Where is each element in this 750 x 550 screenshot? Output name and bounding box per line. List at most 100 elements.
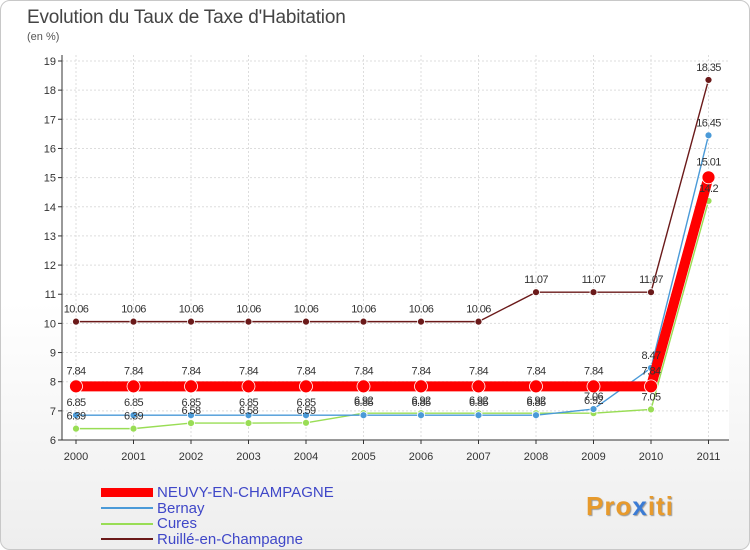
x-tick-label: 2002	[179, 451, 203, 463]
data-point	[244, 419, 253, 427]
legend-swatch	[101, 507, 153, 510]
y-tick-label: 8	[50, 377, 56, 389]
data-point	[241, 379, 256, 394]
data-label: 6.92	[469, 395, 488, 407]
data-point	[187, 317, 195, 326]
x-tick-label: 2001	[121, 451, 145, 463]
data-point	[532, 288, 540, 297]
legend-swatch	[101, 488, 153, 498]
y-tick-label: 15	[44, 173, 56, 185]
data-point	[72, 424, 80, 433]
data-label: 14.2	[699, 183, 718, 195]
data-label: 7.84	[66, 365, 85, 377]
data-label: 7.84	[411, 365, 430, 377]
data-point	[704, 76, 713, 84]
data-label: 18.35	[696, 62, 721, 74]
y-tick-label: 6	[50, 435, 56, 447]
data-label: 6.85	[354, 397, 373, 409]
x-tick-label: 2010	[639, 451, 663, 463]
data-label: 7.84	[239, 365, 258, 377]
data-point	[244, 317, 253, 326]
data-point	[69, 379, 83, 394]
y-tick-label: 13	[44, 231, 56, 243]
data-point	[589, 288, 598, 297]
legend-item: Cures	[101, 515, 334, 533]
data-label: 11.07	[524, 274, 548, 286]
data-label: 11.07	[639, 274, 663, 286]
x-tick-label: 2008	[524, 451, 548, 463]
data-point	[647, 405, 655, 414]
logo-text-x: x	[632, 491, 648, 521]
data-label: 7.06	[584, 391, 603, 403]
y-tick-label: 9	[50, 348, 56, 360]
data-label: 6.85	[411, 397, 430, 409]
data-point	[704, 131, 713, 140]
data-label: 8.47	[641, 350, 660, 362]
data-label: 10.06	[236, 304, 261, 316]
data-point	[589, 405, 598, 413]
data-label: 6.59	[296, 405, 315, 417]
data-point	[302, 418, 310, 427]
data-label: 10.06	[409, 304, 434, 316]
data-label: 6.85	[66, 397, 85, 409]
data-label: 6.85	[526, 397, 545, 409]
data-point	[244, 411, 253, 420]
data-point	[414, 379, 428, 394]
x-tick-label: 2009	[581, 451, 605, 463]
data-point	[302, 317, 310, 326]
data-point	[184, 379, 198, 394]
y-tick-label: 10	[44, 318, 56, 330]
legend-item: Bernay	[101, 499, 334, 517]
data-label: 6.39	[124, 411, 143, 423]
data-label: 16.45	[696, 117, 721, 129]
data-point	[359, 317, 368, 326]
data-label: 6.92	[354, 395, 373, 407]
data-point	[474, 317, 483, 326]
data-label: 7.84	[181, 365, 200, 377]
x-tick-label: 2006	[409, 451, 433, 463]
data-label: 7.84	[526, 365, 545, 377]
data-label: 10.06	[466, 304, 491, 316]
y-tick-label: 11	[45, 289, 56, 301]
data-point	[474, 411, 483, 420]
x-tick-label: 2005	[351, 451, 375, 463]
data-label: 15.01	[696, 156, 721, 168]
data-point	[359, 411, 368, 420]
data-label: 6.58	[181, 405, 200, 417]
data-point	[187, 419, 195, 427]
data-point	[701, 170, 716, 185]
data-point	[644, 379, 658, 394]
y-tick-label: 17	[44, 114, 56, 126]
series-line	[71, 172, 714, 392]
legend-label: Cures	[157, 515, 198, 533]
series-line	[75, 134, 710, 416]
data-label: 6.85	[469, 397, 488, 409]
legend-label: Ruillé-en-Champagne	[157, 530, 303, 548]
data-point	[356, 379, 371, 394]
data-point	[187, 411, 195, 420]
data-point	[471, 379, 486, 394]
legend-label: Bernay	[157, 499, 205, 517]
data-point	[417, 411, 425, 420]
y-tick-label: 18	[44, 85, 56, 97]
data-point	[72, 411, 80, 420]
data-label: 7.84	[641, 365, 660, 377]
x-tick-label: 2007	[466, 451, 490, 463]
data-label: 6.85	[239, 397, 258, 409]
data-point	[126, 379, 141, 394]
series-line	[75, 200, 710, 430]
data-label: 10.06	[121, 304, 146, 316]
proxiti-logo: Proxiti	[586, 491, 674, 522]
data-point	[417, 317, 425, 326]
data-label: 6.39	[66, 411, 85, 423]
data-point	[129, 411, 138, 420]
data-label: 11.07	[582, 274, 606, 286]
y-tick-label: 12	[44, 260, 56, 272]
series-line	[75, 79, 710, 323]
data-label: 6.58	[239, 405, 258, 417]
y-tick-label: 14	[44, 202, 56, 214]
legend: NEUVY-EN-CHAMPAGNE Bernay Cures Ruillé-e…	[101, 484, 334, 548]
logo-text-start: Pro	[586, 491, 633, 521]
